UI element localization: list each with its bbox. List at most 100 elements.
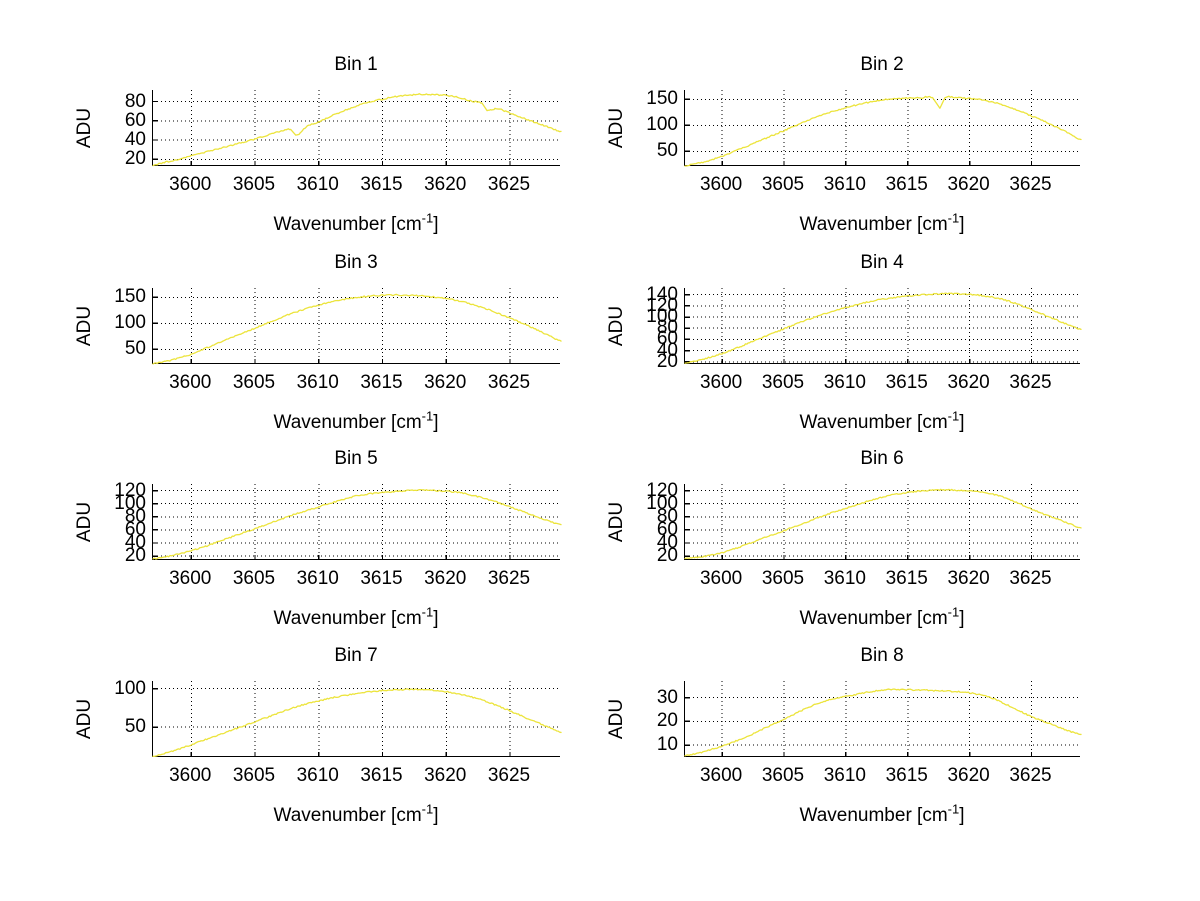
subplot-title-7: Bin 7 — [334, 645, 378, 666]
x-axis-label-text-2: Wavenumber [cm — [799, 214, 948, 235]
xtick-label-5-5: 3620 — [424, 568, 467, 589]
data-line-7 — [152, 688, 562, 758]
xtick-label-4-6: 3625 — [1009, 372, 1052, 393]
xtick-label-5-2: 3605 — [232, 568, 276, 589]
xtick-label-3-5: 3620 — [424, 372, 467, 393]
xtick-label-3-3: 3610 — [296, 372, 339, 393]
ytick-label-3-1: 50 — [124, 338, 146, 360]
subplot-title-5: Bin 5 — [334, 448, 378, 469]
plot-area-1 — [152, 90, 562, 167]
axes-box-1 — [152, 90, 562, 167]
axes-box-3 — [152, 288, 562, 365]
data-line-4 — [684, 292, 1082, 364]
ytick-label-4-5: 100 — [646, 306, 678, 328]
xtick-label-8-4: 3615 — [885, 765, 928, 786]
plot-area-2 — [684, 90, 1082, 167]
x-axis-label-4: Wavenumber [cm-1] — [624, 408, 1140, 434]
data-line-8 — [684, 688, 1082, 757]
axes-box-7 — [152, 681, 562, 758]
x-axis-label-text-8: Wavenumber [cm — [799, 805, 948, 826]
x-axis-label-8: Wavenumber [cm-1] — [624, 801, 1140, 827]
ytick-label-4-7: 140 — [646, 283, 678, 305]
xtick-label-6-1: 3600 — [699, 568, 743, 589]
gridlines-8 — [685, 681, 1081, 757]
xtick-label-7-5: 3620 — [424, 765, 467, 786]
subplot-title-1: Bin 1 — [334, 54, 378, 75]
xtick-label-3-1: 3600 — [169, 372, 212, 393]
xtick-label-6-6: 3625 — [1009, 568, 1052, 589]
xtick-label-3-4: 3615 — [360, 372, 403, 393]
x-axis-label-3: Wavenumber [cm-1] — [92, 410, 620, 434]
ytick-label-4-6: 120 — [646, 294, 678, 316]
x-axis-label-close-7: ] — [433, 805, 439, 826]
ytick-label-5-5: 100 — [114, 492, 146, 514]
ytick-label-4-2: 40 — [656, 339, 678, 361]
ytick-label-8-3: 30 — [656, 686, 678, 708]
tick-marks-8 — [685, 696, 1033, 757]
data-line-5 — [152, 488, 562, 560]
axes-box-5 — [152, 484, 562, 560]
gridlines-4 — [685, 288, 1081, 364]
y-axis-label-8: ADU — [606, 698, 627, 740]
xtick-label-3-2: 3605 — [232, 372, 276, 393]
xtick-label-1-2: 3605 — [232, 174, 276, 195]
xtick-label-2-2: 3605 — [761, 174, 805, 195]
tick-marks-2 — [685, 98, 1033, 166]
tick-marks-7 — [153, 687, 511, 757]
x-axis-label-exponent-4: -1 — [947, 408, 960, 424]
xtick-label-4-3: 3610 — [823, 372, 867, 393]
ytick-label-4-1: 20 — [656, 350, 678, 372]
x-axis-label-exponent-7: -1 — [421, 801, 434, 817]
x-axis-label-exponent-8: -1 — [947, 801, 960, 817]
ytick-label-1-4: 80 — [124, 90, 146, 112]
ytick-label-3-2: 100 — [114, 312, 146, 334]
xtick-label-7-2: 3605 — [232, 765, 276, 786]
x-axis-label-5: Wavenumber [cm-1] — [92, 606, 620, 630]
xtick-label-1-6: 3625 — [487, 174, 531, 195]
xtick-label-6-3: 3610 — [823, 568, 867, 589]
xtick-label-2-5: 3620 — [947, 174, 990, 195]
x-axis-label-close-4: ] — [959, 412, 965, 433]
xtick-label-2-6: 3625 — [1009, 174, 1052, 195]
xtick-label-1-1: 3600 — [169, 174, 212, 195]
gridlines-2 — [685, 90, 1081, 166]
x-axis-label-exponent-2: -1 — [947, 210, 960, 226]
x-axis-label-text-7: Wavenumber [cm — [273, 805, 422, 826]
data-line-3 — [152, 293, 562, 365]
ytick-label-8-2: 20 — [656, 710, 678, 732]
ytick-label-4-3: 60 — [656, 328, 678, 350]
ytick-label-5-2: 40 — [124, 531, 146, 553]
xtick-label-7-6: 3625 — [487, 765, 531, 786]
subplot-title-3: Bin 3 — [334, 252, 378, 273]
ytick-label-2-1: 50 — [656, 140, 678, 162]
xtick-label-5-3: 3610 — [296, 568, 339, 589]
x-axis-label-close-3: ] — [433, 412, 439, 433]
xtick-label-2-3: 3610 — [823, 174, 867, 195]
xtick-label-6-5: 3620 — [947, 568, 990, 589]
ytick-label-7-2: 100 — [114, 677, 146, 699]
ytick-label-6-3: 60 — [656, 518, 678, 540]
plot-area-6 — [684, 484, 1082, 560]
xtick-label-8-6: 3625 — [1009, 765, 1052, 786]
axes-box-8 — [684, 681, 1082, 757]
ytick-label-2-2: 100 — [646, 114, 678, 136]
ytick-label-5-6: 120 — [114, 479, 146, 501]
subplot-title-4: Bin 4 — [860, 252, 904, 273]
x-axis-label-text-3: Wavenumber [cm — [273, 412, 422, 433]
gridlines-1 — [153, 90, 561, 166]
axes-box-4 — [684, 288, 1082, 364]
xtick-label-7-1: 3600 — [169, 765, 212, 786]
tick-marks-3 — [153, 296, 511, 364]
data-line-6 — [684, 488, 1082, 560]
gridlines-5 — [153, 484, 561, 560]
x-axis-label-exponent-1: -1 — [421, 210, 434, 226]
x-axis-label-2: Wavenumber [cm-1] — [624, 210, 1140, 236]
xtick-label-1-5: 3620 — [424, 174, 467, 195]
xtick-label-6-4: 3615 — [885, 568, 928, 589]
